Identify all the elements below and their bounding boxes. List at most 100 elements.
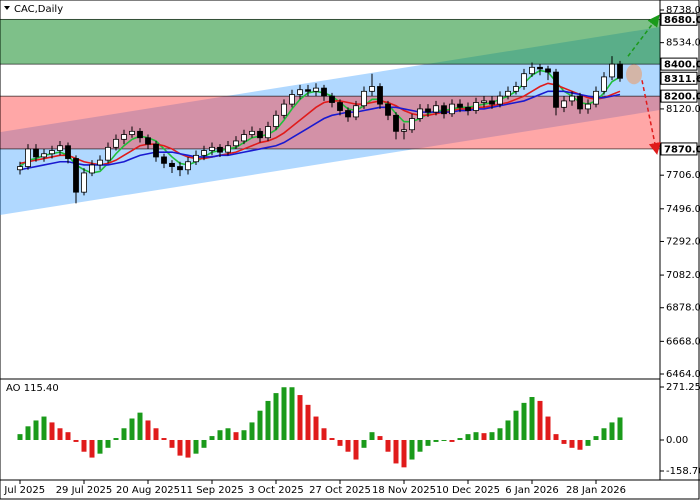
candle-body [209, 146, 215, 151]
y-tick-label: 8534.0 [666, 38, 700, 49]
candle-body [17, 166, 23, 171]
y-tick-label: 8738.0 [666, 5, 700, 16]
y-tick-label: -158.70 [666, 466, 700, 477]
ao-bar [137, 412, 143, 440]
x-tick-label: 11 Sep 2025 [180, 485, 243, 496]
candle-body [201, 150, 207, 156]
forecast-up [627, 14, 660, 57]
ao-bar [417, 439, 423, 452]
ao-bar [113, 438, 119, 440]
price-box [660, 89, 698, 103]
candle-body [513, 86, 519, 92]
candle-body [273, 114, 279, 127]
y-tick-label: 6464.0 [666, 369, 700, 380]
candle-body [113, 138, 119, 148]
ao-bar [457, 438, 463, 440]
ao-bar [305, 404, 311, 440]
price-box [660, 57, 698, 71]
ao-bar [321, 428, 327, 440]
ao-bar [473, 432, 479, 440]
y-tick-label: 7082.0 [666, 270, 700, 281]
ao-bar [249, 422, 255, 440]
ao-bar [17, 434, 23, 440]
price-box [660, 71, 698, 85]
price-box-label: 8680.0 [664, 15, 700, 26]
ao-bar [41, 416, 47, 440]
x-tick-label: 20 Aug 2025 [116, 485, 180, 496]
ao-bar [121, 428, 127, 440]
candle-body [417, 108, 423, 119]
ao-bar [49, 422, 55, 440]
ao-bar [281, 387, 287, 440]
zone [0, 95, 661, 150]
ao-bar [601, 428, 607, 440]
ao-bar [177, 439, 183, 456]
ao-bar [193, 439, 199, 454]
candle-body [529, 66, 535, 75]
ao-bar [489, 432, 495, 440]
candle-body [121, 134, 127, 140]
candle-body [145, 137, 151, 145]
candle-body [569, 95, 575, 102]
ao-bar [129, 418, 135, 440]
candle-body [337, 102, 343, 111]
candle-body [321, 87, 327, 97]
candle-body [265, 126, 271, 139]
highlight [626, 64, 642, 85]
ao-bar [569, 439, 575, 448]
candle-body [369, 86, 375, 92]
candle-body [257, 130, 263, 139]
ao-bar [273, 393, 279, 440]
y-tick-label: 271.25 [666, 382, 700, 393]
price-box [660, 12, 698, 26]
ao-bar [545, 416, 551, 440]
ao-bar [441, 439, 447, 441]
ao-bar [209, 436, 215, 440]
candle-body [97, 159, 103, 166]
ao-bar [313, 416, 319, 440]
ao-bar [233, 432, 239, 440]
x-tick-label: 27 Oct 2025 [309, 485, 371, 496]
candle-body [433, 105, 439, 113]
x-tick-label: 7 Jul 2025 [0, 485, 45, 496]
candle-body [585, 103, 591, 110]
x-tick-label: 29 Jul 2025 [56, 485, 113, 496]
ao-bar [65, 432, 71, 440]
y-tick-label: 6878.0 [666, 303, 700, 314]
ao-bar [561, 439, 567, 444]
ao-bar [361, 439, 367, 448]
candle-body [153, 143, 159, 158]
ao-bar [169, 439, 175, 448]
ao-bar [593, 436, 599, 440]
candle-body [49, 150, 55, 155]
ao-bar [481, 433, 487, 440]
ao-bar [73, 439, 79, 442]
candle-body [609, 63, 615, 78]
candle-body [481, 100, 487, 103]
y-tick-label: 7706.0 [666, 170, 700, 181]
candle-body [553, 71, 559, 108]
x-tick-label: 10 Dec 2025 [436, 485, 500, 496]
candle-body [345, 110, 351, 118]
candle-body [617, 63, 623, 79]
ao-bar [97, 439, 103, 454]
ao-bar [25, 426, 31, 440]
channel [0, 26, 660, 216]
candle-body [249, 130, 255, 135]
ao-bar [401, 439, 407, 468]
candle-body [393, 114, 399, 132]
candle-body [169, 162, 175, 167]
candle-body [177, 166, 183, 171]
candle-body [465, 106, 471, 111]
candle-body [409, 118, 415, 131]
candle-body [281, 103, 287, 116]
candle-body [233, 140, 239, 147]
x-tick-label: 28 Jan 2026 [566, 485, 626, 496]
ao-bar [465, 434, 471, 440]
ao-bar [185, 439, 191, 458]
y-tick-label: 8120.0 [666, 104, 700, 115]
ao-bar [161, 438, 167, 440]
moving-average [19, 69, 621, 174]
ao-bar [241, 430, 247, 440]
